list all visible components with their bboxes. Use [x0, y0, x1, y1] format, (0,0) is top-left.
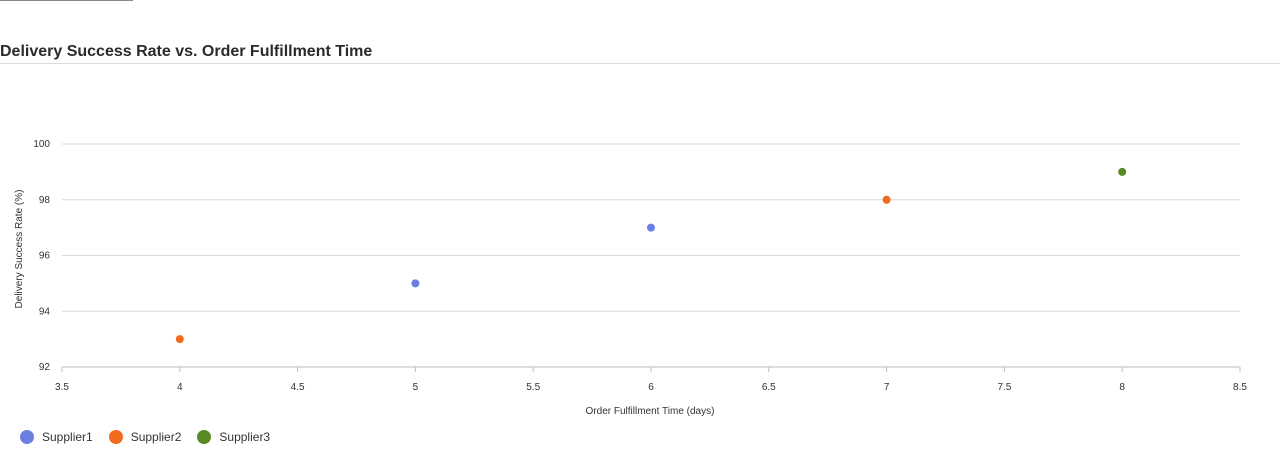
x-tick-label: 6	[648, 382, 654, 393]
data-point-supplier2[interactable]	[882, 195, 891, 204]
legend-swatch	[108, 430, 123, 444]
x-tick-label: 7.5	[997, 382, 1011, 393]
legend-item-supplier2[interactable]: Supplier2	[108, 430, 182, 444]
x-tick-label: 5.5	[526, 382, 540, 393]
x-tick-label: 8	[1119, 382, 1125, 393]
legend-label: Supplier2	[130, 430, 182, 444]
tick-labels: 92 94 96 98 100 3.5 4 4.5 5 5.5 6 6.5 7 7.5 8 8.5	[33, 139, 1247, 393]
title-divider	[0, 63, 1280, 64]
y-tick-label: 92	[39, 362, 51, 373]
y-tick-label: 96	[39, 251, 51, 262]
data-point-supplier1[interactable]	[411, 279, 420, 288]
y-tick-label: 100	[33, 139, 50, 150]
chart-title: Delivery Success Rate vs. Order Fulfillm…	[0, 43, 373, 60]
x-tick-label: 4.5	[291, 382, 305, 393]
legend-item-supplier3[interactable]: Supplier3	[197, 430, 270, 444]
x-tick-label: 5	[413, 382, 419, 393]
legend-item-supplier1[interactable]: Supplier1	[20, 430, 93, 444]
x-axis-label: Order Fulfillment Time (days)	[586, 406, 715, 417]
top-tab-indicator	[0, 0, 133, 1]
y-tick-label: 98	[39, 195, 51, 206]
legend-label: Supplier3	[219, 430, 271, 444]
legend-swatch	[20, 430, 34, 444]
legend-swatch	[197, 430, 212, 444]
x-tick-label: 8.5	[1233, 382, 1247, 393]
data-points	[175, 167, 1127, 344]
data-point-supplier3[interactable]	[1118, 167, 1127, 176]
y-axis-label: Delivery Success Rate (%)	[14, 190, 25, 309]
x-tick-label: 4	[177, 382, 183, 393]
x-tick-label: 3.5	[55, 382, 69, 393]
x-tick-label: 7	[884, 382, 890, 393]
data-point-supplier1[interactable]	[647, 223, 655, 232]
y-tick-label: 94	[39, 306, 51, 317]
x-tick-label: 6.5	[762, 382, 776, 393]
grid-lines	[61, 143, 1241, 372]
legend-label: Supplier1	[42, 430, 93, 444]
data-point-supplier2[interactable]	[175, 335, 184, 344]
legend: Supplier1 Supplier2 Supplier3	[20, 430, 286, 444]
